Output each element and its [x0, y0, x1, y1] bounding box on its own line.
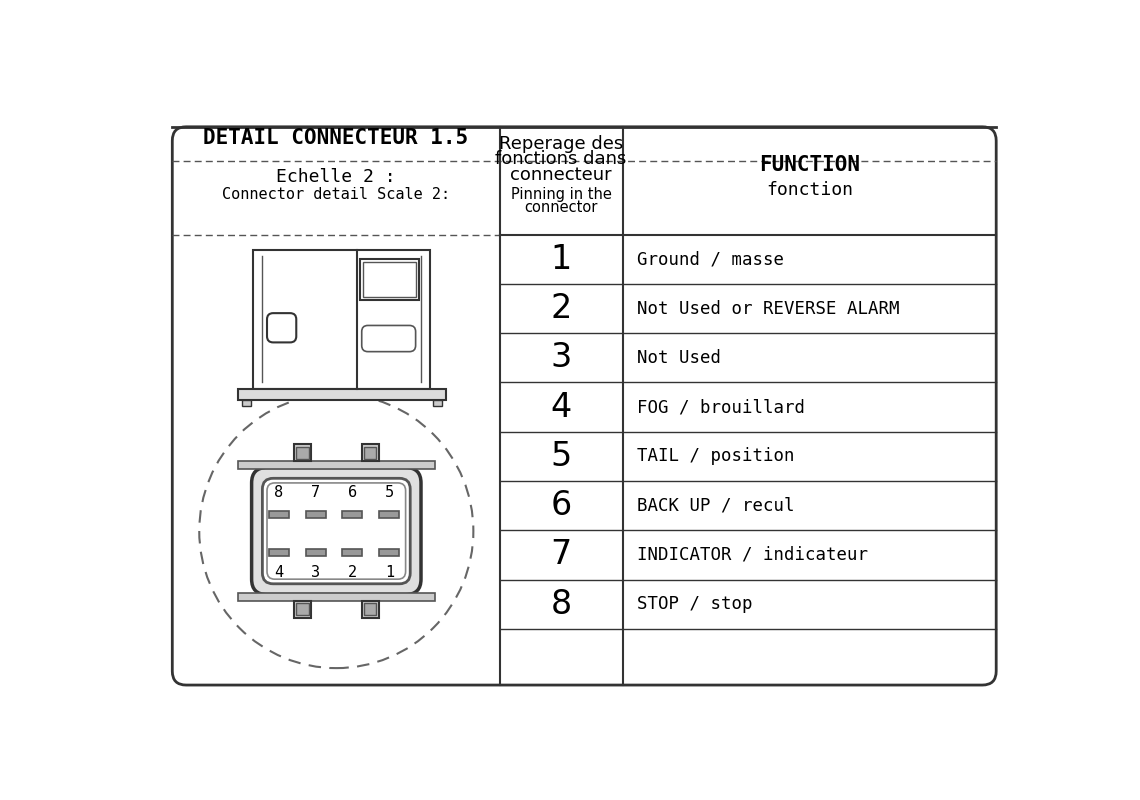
Text: 2: 2 — [348, 565, 357, 580]
Text: Pinning in the: Pinning in the — [511, 187, 611, 202]
Bar — [294, 445, 311, 462]
Text: 7: 7 — [311, 485, 320, 500]
Text: Reperage des: Reperage des — [499, 134, 624, 153]
Text: 4: 4 — [551, 390, 572, 423]
Text: 8: 8 — [551, 588, 572, 621]
Text: Connector detail Scale 2:: Connector detail Scale 2: — [222, 187, 450, 202]
Text: 8: 8 — [274, 485, 283, 500]
Text: Not Used: Not Used — [636, 349, 720, 366]
Text: connecteur: connecteur — [511, 166, 612, 183]
Text: 7: 7 — [551, 538, 572, 571]
Bar — [238, 593, 434, 601]
FancyBboxPatch shape — [252, 467, 421, 594]
Bar — [269, 549, 288, 556]
Bar — [296, 446, 309, 459]
Bar — [360, 259, 418, 300]
Text: 4: 4 — [274, 565, 283, 580]
Bar — [238, 462, 434, 469]
Text: connector: connector — [524, 200, 597, 215]
Text: DETAIL CONNECTEUR 1.5: DETAIL CONNECTEUR 1.5 — [203, 128, 469, 148]
Bar — [306, 549, 326, 556]
Text: FUNCTION: FUNCTION — [759, 155, 860, 175]
Bar — [294, 601, 311, 618]
FancyBboxPatch shape — [267, 483, 406, 579]
Text: 6: 6 — [348, 485, 357, 500]
Text: fonction: fonction — [766, 181, 853, 199]
Text: STOP / stop: STOP / stop — [636, 595, 752, 613]
Text: 3: 3 — [551, 342, 572, 374]
Text: 6: 6 — [551, 489, 572, 522]
Text: 2: 2 — [551, 292, 572, 325]
Text: Echelle 2 :: Echelle 2 : — [276, 168, 396, 186]
Text: 1: 1 — [385, 565, 394, 580]
Text: 5: 5 — [385, 485, 394, 500]
FancyBboxPatch shape — [267, 313, 296, 342]
FancyBboxPatch shape — [262, 478, 410, 584]
Text: 5: 5 — [551, 440, 572, 473]
Bar — [253, 250, 430, 389]
Bar — [432, 400, 442, 406]
Bar — [364, 446, 376, 459]
Text: fonctions dans: fonctions dans — [496, 150, 627, 168]
Bar — [238, 389, 446, 400]
Text: 3: 3 — [311, 565, 320, 580]
Bar — [380, 510, 399, 518]
Bar — [380, 549, 399, 556]
Bar — [364, 603, 376, 615]
Bar — [342, 510, 363, 518]
Bar — [361, 601, 378, 618]
Bar — [306, 510, 326, 518]
Text: Not Used or REVERSE ALARM: Not Used or REVERSE ALARM — [636, 299, 899, 318]
FancyBboxPatch shape — [361, 326, 416, 352]
Bar — [296, 603, 309, 615]
Bar — [364, 262, 416, 297]
Bar — [242, 400, 251, 406]
Bar — [342, 549, 363, 556]
Bar — [361, 445, 378, 462]
Text: INDICATOR / indicateur: INDICATOR / indicateur — [636, 546, 868, 564]
FancyBboxPatch shape — [172, 126, 996, 685]
Text: 1: 1 — [551, 242, 572, 276]
Text: TAIL / position: TAIL / position — [636, 447, 795, 466]
Text: BACK UP / recul: BACK UP / recul — [636, 497, 795, 514]
Bar — [269, 510, 288, 518]
Text: Ground / masse: Ground / masse — [636, 250, 783, 268]
Text: FOG / brouillard: FOG / brouillard — [636, 398, 805, 416]
